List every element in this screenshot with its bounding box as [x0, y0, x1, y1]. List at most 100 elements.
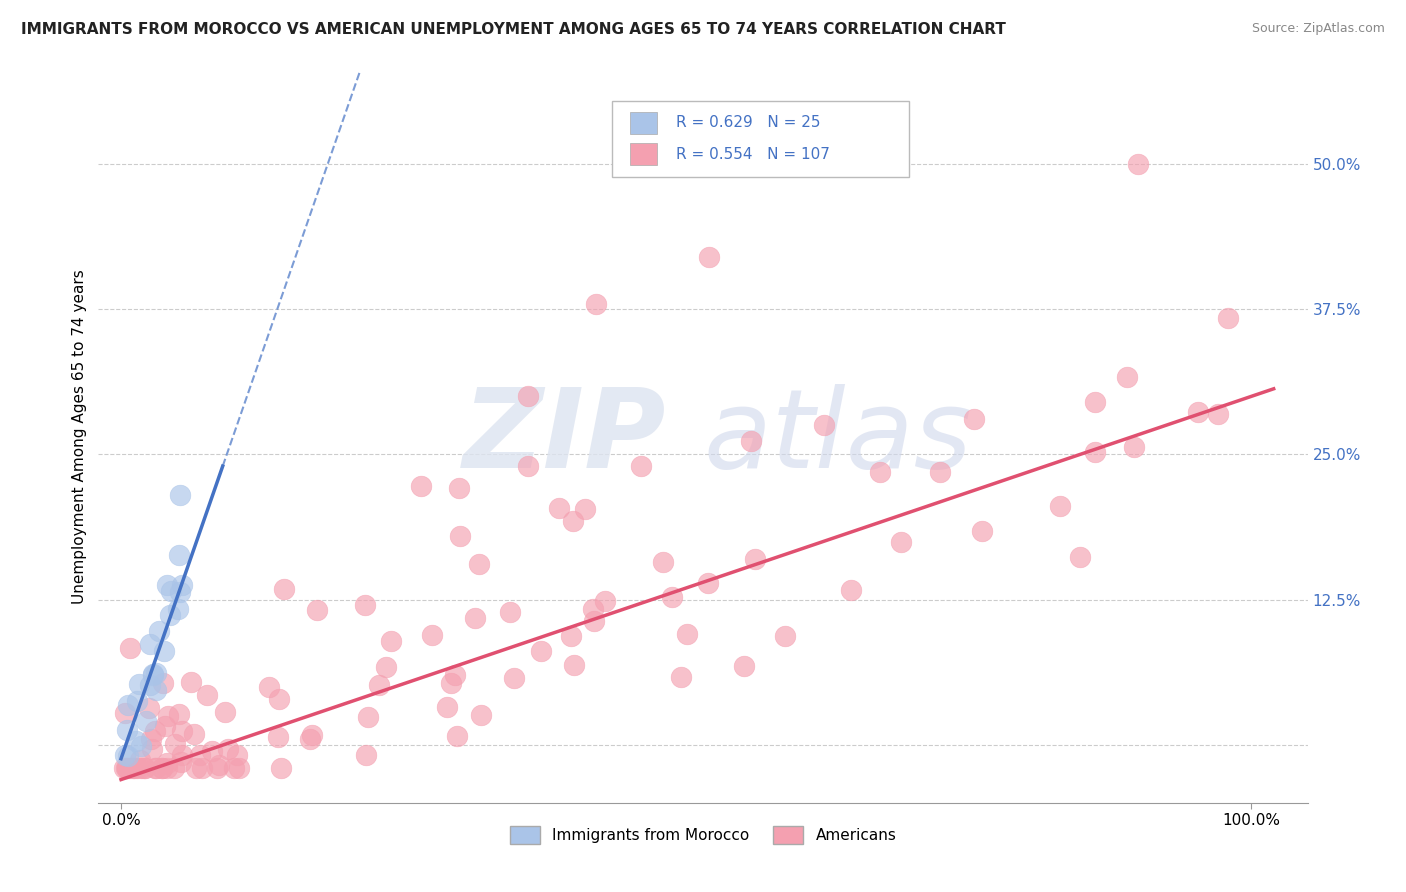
Point [152, 675, 174, 690]
Point [744, 552, 766, 566]
Point [160, 584, 183, 599]
Point [183, 727, 205, 741]
Point [301, 728, 323, 742]
Text: IMMIGRANTS FROM MOROCCO VS AMERICAN UNEMPLOYMENT AMONG AGES 65 TO 74 YEARS CORRE: IMMIGRANTS FROM MOROCCO VS AMERICAN UNEM… [21, 22, 1005, 37]
Point [354, 598, 377, 612]
Point [145, 761, 167, 775]
FancyBboxPatch shape [630, 112, 657, 134]
Point [118, 641, 141, 656]
Point [669, 670, 692, 684]
Point [357, 710, 380, 724]
Point [273, 582, 295, 596]
Point [869, 465, 891, 479]
Point [1206, 408, 1229, 422]
Point [162, 761, 184, 775]
Point [156, 756, 179, 770]
Point [132, 761, 155, 775]
Point [1069, 549, 1091, 564]
Point [516, 389, 538, 403]
Point [470, 707, 492, 722]
Point [928, 465, 950, 479]
Point [195, 689, 218, 703]
Point [436, 700, 458, 714]
Point [117, 761, 139, 775]
Point [166, 602, 188, 616]
Point [167, 707, 190, 722]
Point [582, 602, 605, 616]
Point [270, 761, 292, 775]
Point [740, 434, 762, 448]
Point [145, 682, 167, 697]
Point [380, 633, 402, 648]
Point [150, 761, 173, 775]
Point [129, 761, 152, 775]
Point [134, 761, 156, 775]
Point [1084, 445, 1107, 459]
Point [143, 723, 166, 738]
Point [155, 761, 177, 775]
Point [548, 501, 571, 516]
Point [444, 668, 467, 682]
Point [139, 732, 162, 747]
Point [375, 659, 398, 673]
Point [201, 744, 224, 758]
Point [112, 761, 135, 775]
Point [129, 739, 152, 753]
Point [503, 671, 526, 685]
Point [1126, 157, 1149, 171]
Point [150, 761, 173, 775]
Point [167, 548, 190, 562]
Point [676, 627, 699, 641]
Point [499, 605, 522, 619]
Point [139, 637, 162, 651]
Point [222, 761, 245, 775]
Point [153, 719, 176, 733]
Legend: Immigrants from Morocco, Americans: Immigrants from Morocco, Americans [503, 820, 903, 850]
Text: ZIP: ZIP [463, 384, 666, 491]
Point [661, 591, 683, 605]
Point [420, 628, 443, 642]
Point [963, 412, 986, 426]
Point [170, 755, 193, 769]
Point [1123, 440, 1146, 454]
Point [170, 577, 193, 591]
Point [148, 624, 170, 639]
Point [142, 667, 165, 681]
Point [118, 761, 141, 775]
Point [970, 524, 993, 538]
Point [170, 723, 193, 738]
Point [562, 657, 585, 672]
Point [697, 250, 720, 264]
Point [449, 529, 471, 543]
Point [446, 730, 468, 744]
Point [652, 555, 675, 569]
Point [561, 514, 583, 528]
Point [188, 747, 211, 762]
Point [191, 761, 214, 775]
Point [145, 761, 167, 775]
Point [163, 737, 186, 751]
Point [267, 692, 290, 706]
FancyBboxPatch shape [613, 101, 908, 178]
Point [145, 666, 167, 681]
FancyBboxPatch shape [630, 143, 657, 165]
Point [115, 723, 138, 737]
Point [169, 488, 191, 502]
Point [138, 700, 160, 714]
Point [696, 575, 718, 590]
Point [560, 629, 582, 643]
Point [440, 676, 463, 690]
Point [115, 761, 138, 775]
Text: atlas: atlas [703, 384, 972, 491]
Point [205, 761, 228, 775]
Point [214, 705, 236, 719]
Point [585, 296, 607, 310]
Point [125, 761, 148, 775]
Point [516, 459, 538, 474]
Point [217, 742, 239, 756]
Point [153, 643, 176, 657]
Point [267, 730, 290, 744]
Point [159, 607, 181, 622]
Point [574, 502, 596, 516]
Point [298, 731, 321, 746]
